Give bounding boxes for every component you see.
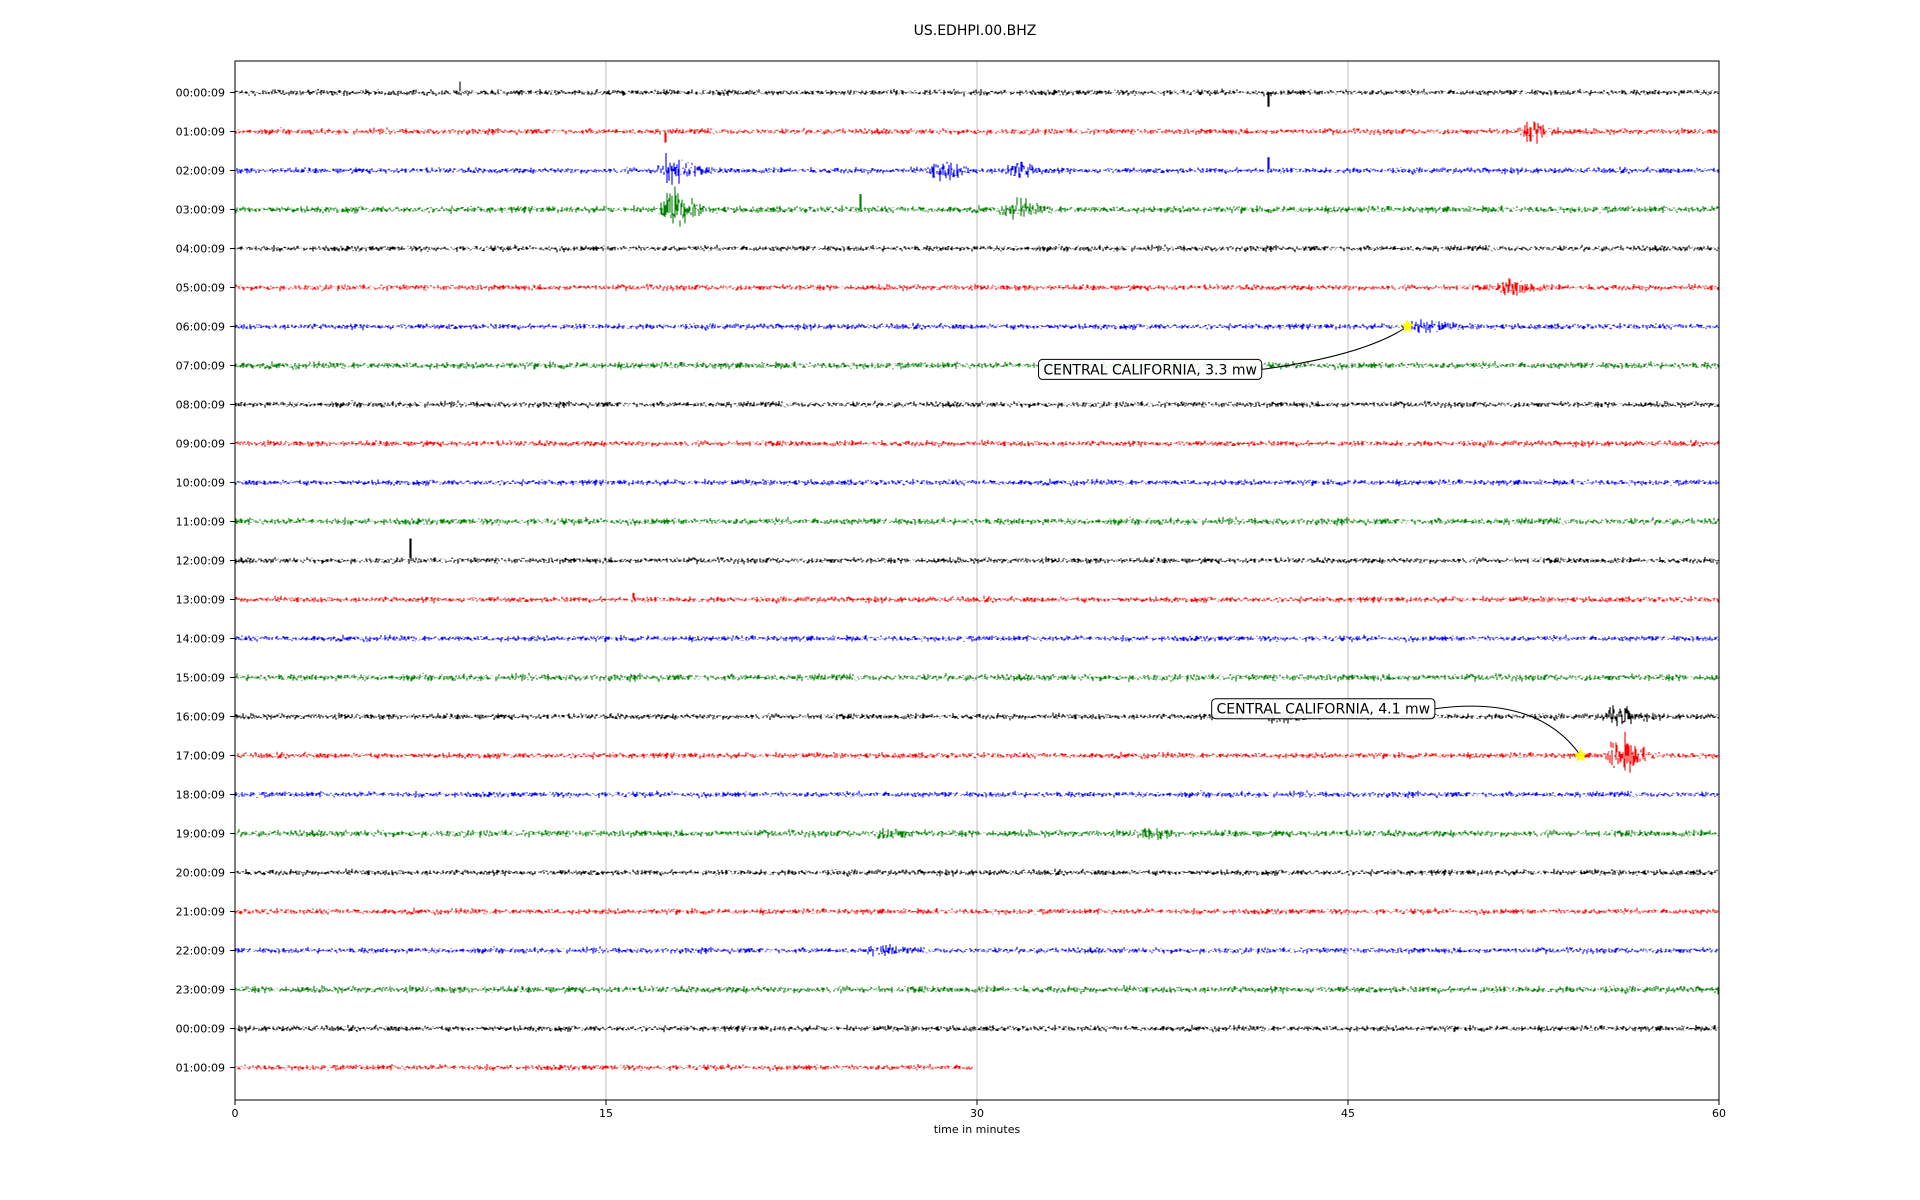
row-label-8: 08:00:09 bbox=[176, 399, 225, 412]
x-axis-label: time in minutes bbox=[934, 1123, 1021, 1136]
row-label-5: 05:00:09 bbox=[176, 282, 225, 295]
row-time-labels: 00:00:09 01:00:09 02:00:09 03:00:09 04:00:09… bbox=[176, 87, 235, 1075]
row-label-7: 07:00:09 bbox=[176, 360, 225, 373]
x-tick-label-30: 30 bbox=[970, 1107, 984, 1120]
row-label-14: 14:00:09 bbox=[176, 633, 225, 646]
annotation-box-1 bbox=[1211, 698, 1436, 720]
event-star-0 bbox=[1400, 318, 1415, 333]
row-label-2: 02:00:09 bbox=[176, 165, 225, 178]
chart-title: US.EDHPI.00.BHZ bbox=[914, 23, 1037, 39]
row-label-4: 04:00:09 bbox=[176, 243, 225, 256]
row-label-15: 15:00:09 bbox=[176, 672, 225, 685]
row-label-20: 20:00:09 bbox=[176, 867, 225, 880]
row-label-19: 19:00:09 bbox=[176, 828, 225, 841]
row-label-10: 10:00:09 bbox=[176, 477, 225, 490]
x-tick-label-45: 45 bbox=[1341, 1107, 1355, 1120]
x-tick-label-60: 60 bbox=[1712, 1107, 1726, 1120]
row-label-13: 13:00:09 bbox=[176, 594, 225, 607]
x-tick-label-0: 0 bbox=[232, 1107, 239, 1120]
row-label-1: 01:00:09 bbox=[176, 126, 225, 139]
row-label-18: 18:00:09 bbox=[176, 789, 225, 802]
row-label-11: 11:00:09 bbox=[176, 516, 225, 529]
row-label-22: 22:00:09 bbox=[176, 945, 225, 958]
row-label-3: 03:00:09 bbox=[176, 204, 225, 217]
event-markers: CENTRAL CALIFORNIA, 3.3 mw CENTRAL CALIFO… bbox=[1038, 318, 1588, 762]
row-label-0: 00:00:09 bbox=[176, 87, 225, 100]
grid-lines bbox=[605, 61, 1349, 1100]
trace-row-25 bbox=[234, 1063, 973, 1072]
row-label-23: 23:00:09 bbox=[176, 984, 225, 997]
x-tick-label-15: 15 bbox=[599, 1107, 613, 1120]
row-label-17: 17:00:09 bbox=[176, 750, 225, 763]
annotation-connector-0 bbox=[1261, 326, 1408, 370]
x-axis-ticks: 0 15 30 45 60 bbox=[232, 1100, 1726, 1120]
row-label-24: 00:00:09 bbox=[176, 1023, 225, 1036]
annotation-label-0: CENTRAL CALIFORNIA, 3.3 mw bbox=[1043, 362, 1257, 378]
row-label-25: 01:00:09 bbox=[176, 1062, 225, 1075]
annotation-label-1: CENTRAL CALIFORNIA, 4.1 mw bbox=[1216, 702, 1430, 718]
row-label-21: 21:00:09 bbox=[176, 906, 225, 919]
annotation-box-0 bbox=[1038, 358, 1263, 380]
row-label-12: 12:00:09 bbox=[176, 555, 225, 568]
event-star-1 bbox=[1573, 747, 1588, 762]
row-label-6: 06:00:09 bbox=[176, 321, 225, 334]
row-label-9: 09:00:09 bbox=[176, 438, 225, 451]
row-label-16: 16:00:09 bbox=[176, 711, 225, 724]
annotation-connector-1 bbox=[1434, 705, 1581, 756]
